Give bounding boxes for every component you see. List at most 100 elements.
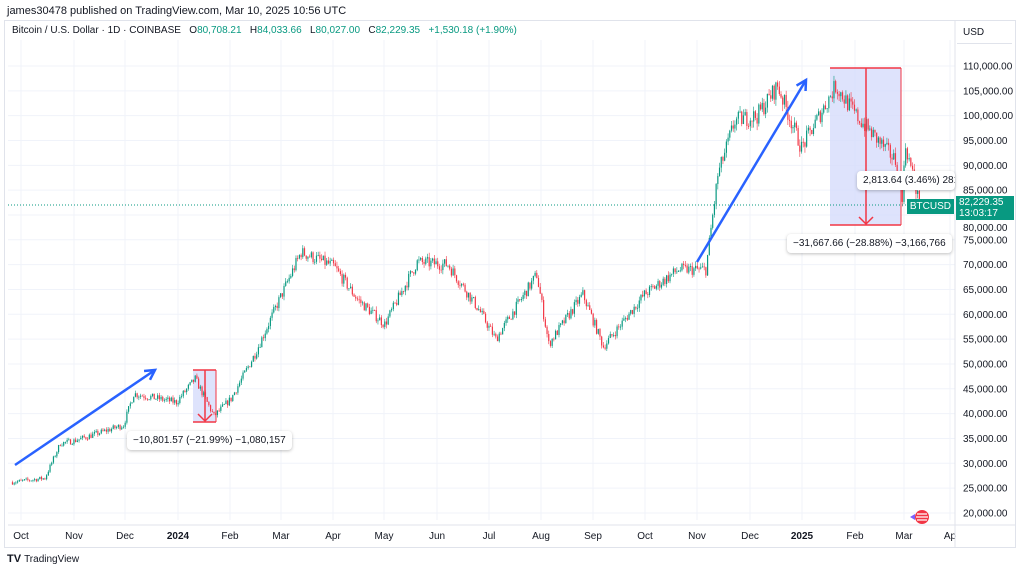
candle-body <box>346 277 348 289</box>
candle-body <box>148 399 150 401</box>
candle-body <box>841 92 844 100</box>
us-flag-icon[interactable] <box>909 509 931 525</box>
candle-body <box>360 299 362 303</box>
candle-body <box>674 268 676 273</box>
symbol-title[interactable]: Bitcoin / U.S. Dollar · 1D · COINBASE <box>12 25 181 36</box>
candle-body <box>778 86 780 95</box>
candle-body <box>874 129 876 133</box>
candle-body <box>587 305 589 307</box>
candle-body <box>478 309 480 311</box>
candle-body <box>607 338 610 344</box>
candle-body <box>257 347 260 355</box>
y-tick-label: 50,000.00 <box>963 359 1008 370</box>
candle-body <box>100 429 102 434</box>
candle-body <box>751 120 753 122</box>
candle-body <box>812 128 815 135</box>
candle-body <box>527 282 529 297</box>
x-tick-label: Feb <box>846 531 864 542</box>
candle-body <box>167 397 169 399</box>
candle-body <box>712 214 714 228</box>
candle-body <box>708 237 710 255</box>
candle-body <box>541 293 543 300</box>
candle-body <box>534 272 536 276</box>
candle-body <box>133 396 135 403</box>
candle-body <box>85 437 87 439</box>
candle-body <box>640 294 642 301</box>
candle-body <box>97 430 99 435</box>
currency-label[interactable]: USD <box>957 22 1012 44</box>
candle-body <box>433 258 435 265</box>
candle-body <box>474 297 476 308</box>
candle-body <box>174 400 176 403</box>
candle-body <box>896 164 898 177</box>
candle-body <box>807 127 809 131</box>
candle-body <box>75 439 77 442</box>
candle-body <box>563 320 565 324</box>
candle-body <box>585 300 587 307</box>
candle-body <box>134 393 137 397</box>
candle-body <box>443 259 446 264</box>
candle-body <box>93 431 96 434</box>
candle-body <box>365 303 367 311</box>
candle-body <box>857 109 859 122</box>
candle-body <box>158 395 160 400</box>
candle-body <box>502 328 504 335</box>
candle-body <box>421 257 423 262</box>
candle-body <box>375 310 377 322</box>
candle-body <box>490 325 492 327</box>
candle-body <box>831 96 833 99</box>
candle-body <box>56 452 58 457</box>
candle-body <box>700 267 702 269</box>
candle-body <box>845 95 847 104</box>
candle-body <box>170 397 172 402</box>
candle-body <box>852 101 854 105</box>
candle-body <box>773 85 775 100</box>
measure-label-3: 2,813.64 (3.46%) 281, <box>857 171 955 190</box>
candle-body <box>121 427 123 430</box>
candle-body <box>696 265 698 269</box>
candle-body <box>643 290 645 297</box>
candle-body <box>802 141 804 143</box>
candle-body <box>720 157 722 168</box>
candle-body <box>893 153 895 160</box>
candle-body <box>503 322 505 329</box>
candle-body <box>385 321 388 325</box>
candle-body <box>867 119 869 130</box>
candle-body <box>198 378 200 389</box>
candle-body <box>691 266 693 275</box>
candle-body <box>153 393 155 400</box>
candle-body <box>430 260 432 267</box>
candle-body <box>397 292 400 305</box>
candle-body <box>80 437 82 440</box>
candle-body <box>442 263 444 271</box>
measure-label-2: −31,667.66 (−28.88%) −3,166,766 <box>787 234 952 253</box>
candle-body <box>496 336 499 342</box>
tradingview-logo[interactable]: TV TradingView <box>7 553 79 565</box>
x-tick-label: 2024 <box>167 531 190 542</box>
candle-body <box>860 123 862 127</box>
candle-body <box>575 299 577 303</box>
candle-body <box>671 273 673 275</box>
candle-body <box>864 123 866 132</box>
candle-body <box>447 265 449 267</box>
candle-body <box>724 152 726 161</box>
candle-body <box>278 297 280 309</box>
low-label: L <box>309 25 316 36</box>
candle-body <box>298 255 300 259</box>
candle-body <box>792 127 794 129</box>
candle-body <box>595 319 598 334</box>
candle-body <box>753 111 755 122</box>
candle-body <box>404 285 406 292</box>
candle-body <box>114 425 116 429</box>
y-tick-label: 65,000.00 <box>963 285 1008 296</box>
x-tick-label: Feb <box>221 531 239 542</box>
candle-body <box>28 479 31 481</box>
y-tick-label: 60,000.00 <box>963 310 1008 321</box>
candle-body <box>438 266 441 270</box>
candle-body <box>157 395 159 399</box>
candle-body <box>256 354 258 359</box>
close-label: C <box>368 25 376 36</box>
candle-body <box>636 307 639 309</box>
candle-body <box>601 336 603 346</box>
